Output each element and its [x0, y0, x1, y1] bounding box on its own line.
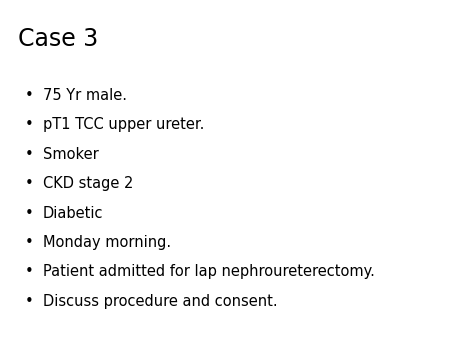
Text: •: •: [25, 206, 33, 220]
Text: Monday morning.: Monday morning.: [43, 235, 171, 250]
Text: •: •: [25, 88, 33, 103]
Text: Diabetic: Diabetic: [43, 206, 103, 220]
Text: pT1 TCC upper ureter.: pT1 TCC upper ureter.: [43, 117, 204, 132]
Text: •: •: [25, 117, 33, 132]
Text: CKD stage 2: CKD stage 2: [43, 176, 133, 191]
Text: Smoker: Smoker: [43, 147, 99, 162]
Text: •: •: [25, 176, 33, 191]
Text: 75 Yr male.: 75 Yr male.: [43, 88, 127, 103]
Text: •: •: [25, 294, 33, 309]
Text: Case 3: Case 3: [18, 27, 98, 51]
Text: •: •: [25, 235, 33, 250]
Text: •: •: [25, 147, 33, 162]
Text: •: •: [25, 264, 33, 279]
Text: Discuss procedure and consent.: Discuss procedure and consent.: [43, 294, 277, 309]
Text: Patient admitted for lap nephroureterectomy.: Patient admitted for lap nephroureterect…: [43, 264, 374, 279]
